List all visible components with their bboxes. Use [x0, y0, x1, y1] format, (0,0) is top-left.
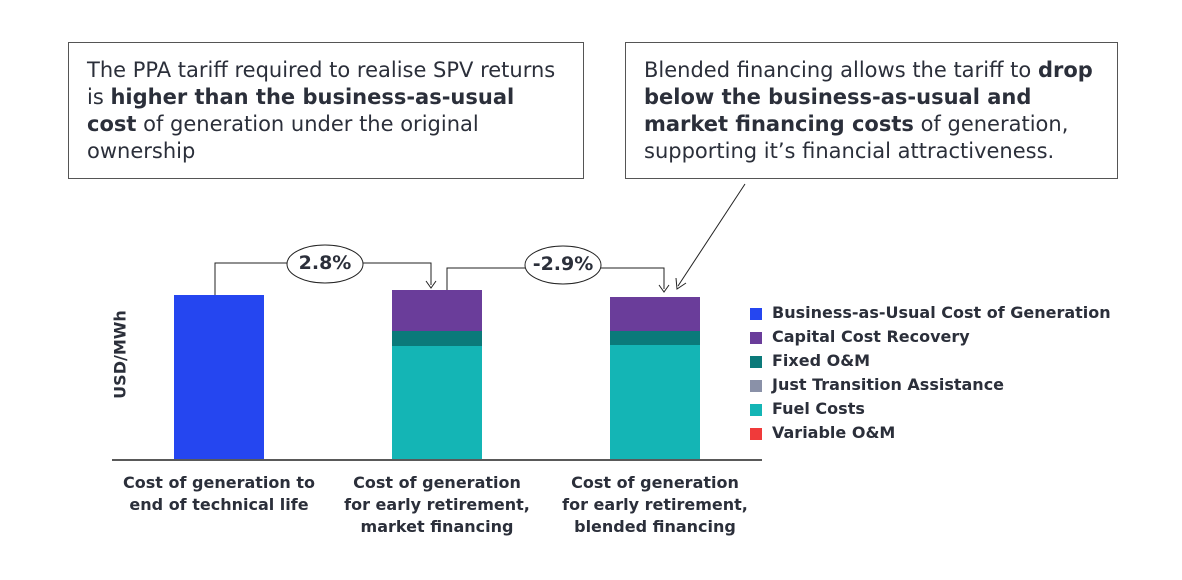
- x-tick-label: Cost of generation to end of technical l…: [123, 473, 315, 514]
- legend-swatch: [750, 428, 762, 440]
- legend-swatch: [750, 380, 762, 392]
- arrowhead: [658, 284, 670, 293]
- legend-swatch: [750, 308, 762, 320]
- annotation-text: of generation, supporting it’s financial…: [644, 112, 1069, 163]
- bar-segment: [174, 295, 264, 459]
- annotation-text: Blended financing allows the tariff to: [644, 58, 1038, 82]
- bar-segment: [610, 345, 700, 459]
- arrowhead: [675, 277, 687, 290]
- annotation-text: drop below the business-as-usual and mar…: [644, 58, 1093, 136]
- comparison-label: 2.8%: [298, 252, 352, 274]
- annotation-text: The PPA tariff required to realise SPV r…: [87, 58, 556, 109]
- legend-label: Fixed O&M: [772, 351, 871, 370]
- annotation-box: The PPA tariff required to realise SPV r…: [68, 42, 584, 179]
- callout-arrow: [677, 183, 746, 287]
- annotation-box: Blended financing allows the tariff to d…: [625, 42, 1118, 179]
- bar-segment: [392, 290, 482, 331]
- bar-segment: [392, 331, 482, 346]
- bar-segment: [392, 346, 482, 459]
- legend-label: Fuel Costs: [772, 399, 865, 418]
- comparison-ellipse: [286, 244, 364, 284]
- legend-label: Business-as-Usual Cost of Generation: [772, 303, 1111, 322]
- x-tick-label: Cost of generation for early retirement,…: [562, 473, 748, 536]
- legend-swatch: [750, 404, 762, 416]
- x-tick-label: Cost of generation for early retirement,…: [344, 473, 530, 536]
- legend-label: Capital Cost Recovery: [772, 327, 970, 346]
- legend-label: Just Transition Assistance: [772, 375, 1005, 394]
- bar-segment: [610, 331, 700, 345]
- annotation-text: higher than the business-as-usual cost: [87, 85, 515, 136]
- y-axis-label: USD/MWh: [110, 310, 130, 399]
- legend-label: Variable O&M: [772, 423, 896, 442]
- comparison-ellipse: [524, 245, 602, 285]
- bar-segment: [610, 297, 700, 331]
- annotation-text: of generation under the original ownersh…: [87, 112, 479, 163]
- legend-swatch: [750, 332, 762, 344]
- legend-swatch: [750, 356, 762, 368]
- comparison-label: -2.9%: [532, 253, 594, 275]
- arrowhead: [425, 280, 437, 289]
